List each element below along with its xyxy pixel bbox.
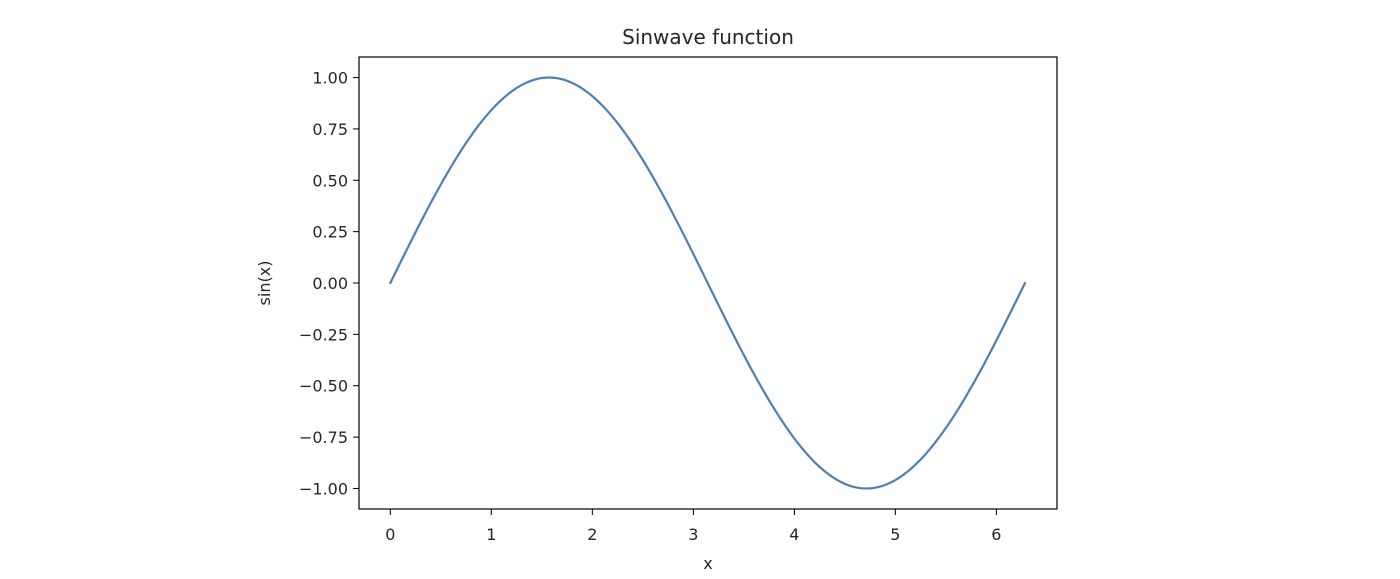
y-tick-label: −0.50 — [299, 377, 348, 396]
y-tick-label: 0.25 — [312, 223, 348, 242]
x-tick-label: 6 — [991, 525, 1001, 544]
x-axis-ticks: 0 1 2 3 4 5 6 — [385, 509, 1001, 544]
x-axis-label: x — [703, 554, 712, 573]
y-tick-label: 0.75 — [312, 120, 348, 139]
chart-title: Sinwave function — [622, 25, 794, 49]
y-tick-label: 0.00 — [312, 274, 348, 293]
x-tick-label: 1 — [486, 525, 496, 544]
y-axis-ticks: 1.00 0.75 0.50 0.25 0.00 −0.25 −0.50 −0.75 −1.00 — [299, 69, 359, 498]
y-axis-label: sin(x) — [255, 261, 274, 306]
y-tick-label: 0.50 — [312, 171, 348, 190]
x-tick-label: 0 — [385, 525, 395, 544]
x-tick-label: 5 — [890, 525, 900, 544]
x-tick-label: 4 — [789, 525, 799, 544]
x-tick-label: 2 — [587, 525, 597, 544]
y-tick-label: 1.00 — [312, 69, 348, 88]
y-tick-label: −1.00 — [299, 479, 348, 498]
y-tick-label: −0.25 — [299, 325, 348, 344]
y-tick-label: −0.75 — [299, 428, 348, 447]
sine-series-line — [389, 76, 1027, 490]
x-tick-label: 3 — [688, 525, 698, 544]
